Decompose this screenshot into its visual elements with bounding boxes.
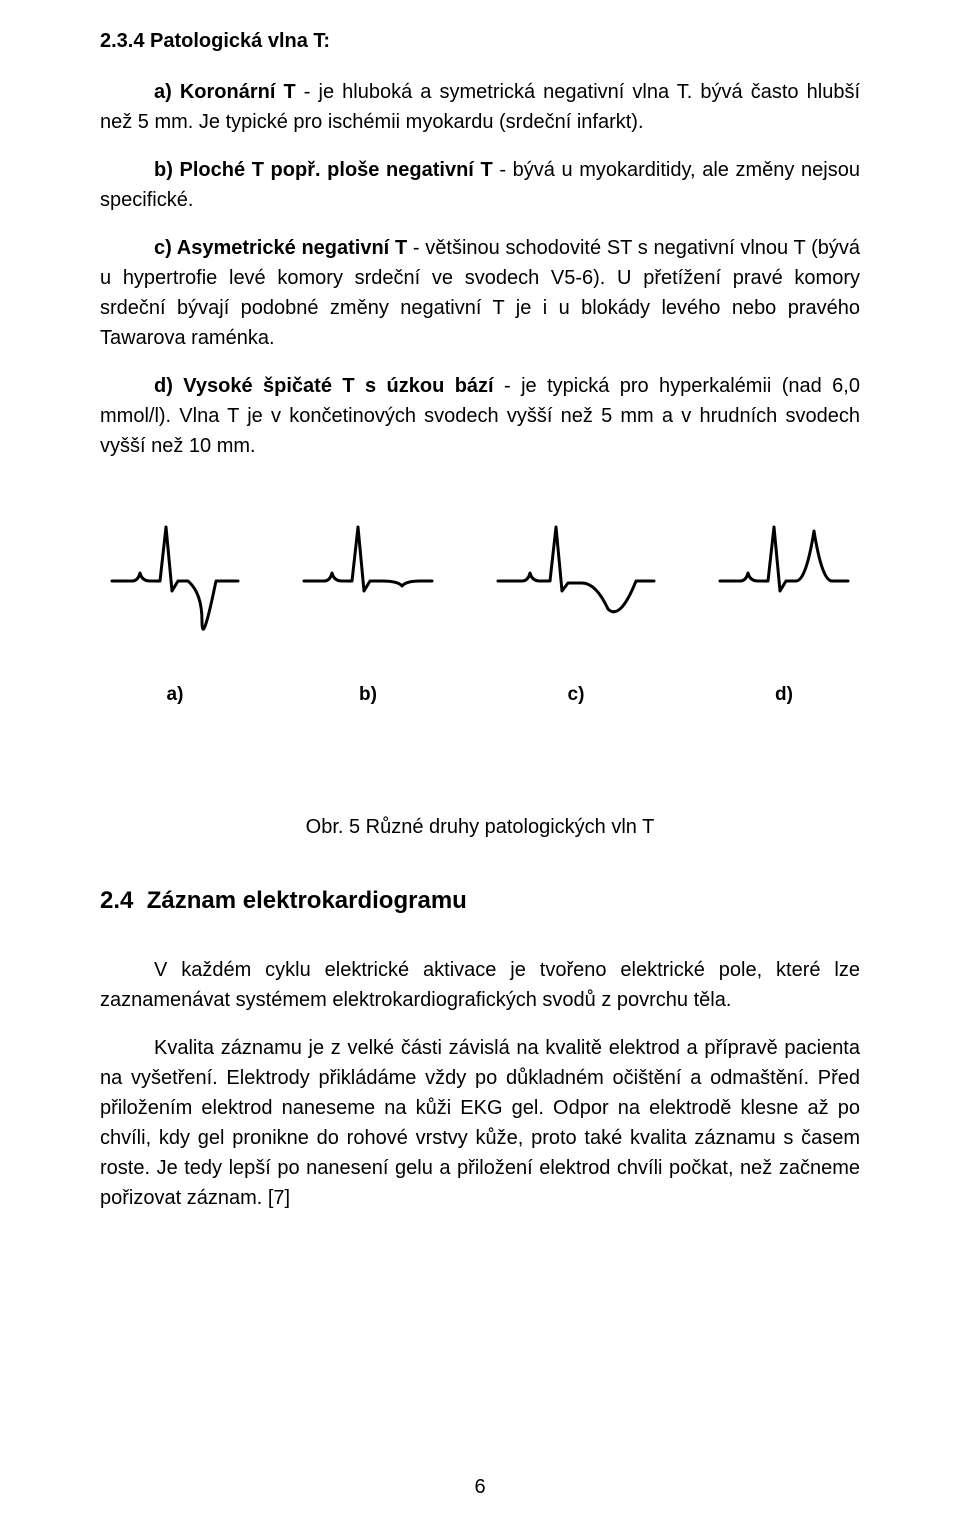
paragraph-a: a) Koronární T - je hluboká a symetrická…	[100, 77, 860, 137]
figure-row: a) b) c) d)	[100, 521, 860, 706]
figure-label-d: d)	[775, 684, 793, 706]
para-a-lead: a) Koronární T	[154, 81, 296, 103]
h2-number: 2.4	[100, 887, 133, 914]
figure-caption: Obr. 5 Různé druhy patologických vln T	[100, 816, 860, 839]
waveform-b-icon	[302, 521, 434, 656]
figure-b: b)	[302, 521, 434, 706]
waveform-a-icon	[110, 521, 240, 656]
heading-2-4: 2.4 Záznam elektrokardiogramu	[100, 887, 860, 915]
paragraph-b: b) Ploché T popř. ploše negativní T - bý…	[100, 155, 860, 215]
waveform-d-icon	[718, 521, 850, 656]
h2-title: Záznam elektrokardiogramu	[147, 887, 467, 914]
figure-d: d)	[718, 521, 850, 706]
para-d-lead: d) Vysoké špičaté T s úzkou bází	[154, 375, 494, 397]
figure-label-c: c)	[568, 684, 585, 706]
para-b-lead: b) Ploché T popř. ploše negativní T	[154, 159, 493, 181]
page-number: 6	[0, 1476, 960, 1499]
paragraph-c: c) Asymetrické negativní T - většinou sc…	[100, 233, 860, 353]
figure-label-b: b)	[359, 684, 377, 706]
waveform-c-icon	[496, 521, 656, 656]
figure-a: a)	[110, 521, 240, 706]
figure-label-a: a)	[167, 684, 184, 706]
paragraph-24-1: V každém cyklu elektrické aktivace je tv…	[100, 955, 860, 1015]
para-c-lead: c) Asymetrické negativní T	[154, 237, 407, 259]
figure-c: c)	[496, 521, 656, 706]
page: 2.3.4 Patologická vlna T: a) Koronární T…	[0, 0, 960, 1519]
section-heading: 2.3.4 Patologická vlna T:	[100, 30, 860, 53]
paragraph-24-2: Kvalita záznamu je z velké části závislá…	[100, 1033, 860, 1213]
paragraph-d: d) Vysoké špičaté T s úzkou bází - je ty…	[100, 371, 860, 461]
